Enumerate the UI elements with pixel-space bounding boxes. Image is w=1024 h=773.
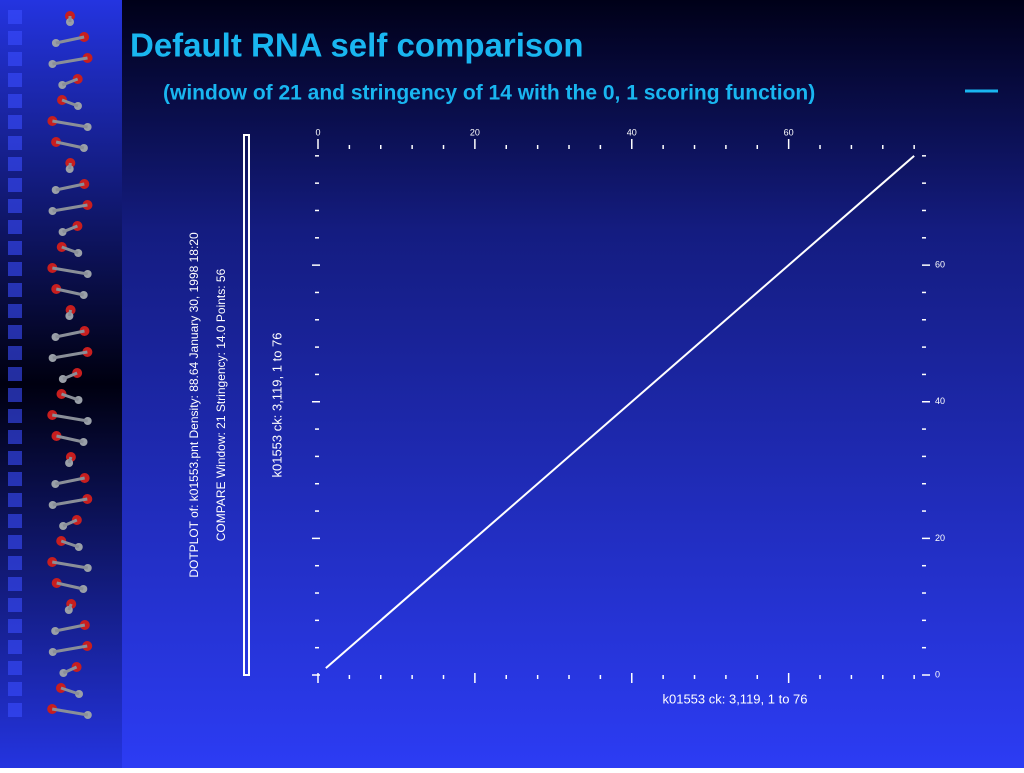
deco-square [8,472,22,486]
deco-square [8,619,22,633]
deco-square [8,577,22,591]
deco-square [8,220,22,234]
helix-bond [67,309,73,317]
deco-square [8,10,22,24]
helix-bond [60,392,80,402]
x-tick-label: 60 [784,127,794,137]
helix-bond [67,603,73,611]
deco-square [8,703,22,717]
helix-bond [56,581,84,591]
helix-bond [52,644,88,654]
deco-square [8,598,22,612]
deco-square [8,31,22,45]
helix-atom [56,389,67,399]
helix-bond [61,245,79,255]
deco-square [8,640,22,654]
deco-square [8,115,22,129]
deco-square [8,178,22,192]
x-tick-label: 40 [627,127,637,137]
helix-bond [55,182,85,192]
deco-square [8,451,22,465]
x-axis-label: k01553 ck: 3,119, 1 to 76 [662,691,807,706]
deco-square [8,367,22,381]
helix-bond [55,140,85,150]
helix-decoration [8,10,93,719]
frame-bar [243,134,250,676]
deco-square [8,157,22,171]
deco-square [8,262,22,276]
deco-square [8,241,22,255]
helix-bond [51,707,89,717]
helix-bond [52,56,88,66]
x-tick-label: 0 [315,127,320,137]
deco-square [8,514,22,528]
deco-square [8,535,22,549]
helix-bond [55,476,85,486]
annotation: DOTPLOT of: k01553.pnt Density: 88.64 Ja… [187,232,201,578]
helix-atom [55,683,66,693]
helix-bond [51,560,89,570]
helix-bond [62,224,78,234]
helix-bond [68,162,72,170]
deco-square [8,346,22,360]
deco-square [8,388,22,402]
x-tick-label: 20 [470,127,480,137]
slide-title: Default RNA self comparison [130,27,584,64]
slide-subtitle: (window of 21 and stringency of 14 with … [163,82,815,105]
helix-bond [62,665,78,675]
deco-square [8,661,22,675]
helix-bond [52,350,88,360]
helix-bond [60,686,80,696]
helix-bond [61,77,79,87]
deco-square [8,136,22,150]
helix-bond [54,623,86,633]
y-tick-label: 0 [935,669,940,679]
helix-bond [52,413,88,423]
helix-bond [62,371,78,381]
helix-bond [52,497,88,507]
helix-bond [55,287,85,297]
annotation: COMPARE Window: 21 Stringency: 14.0 Poin… [214,268,228,541]
helix-bond [62,518,78,528]
deco-square [8,556,22,570]
helix-bond [55,329,85,339]
deco-square [8,409,22,423]
helix-bond [52,266,88,276]
y-tick-label: 40 [935,396,945,406]
helix-bond [61,98,79,108]
helix-atom [48,60,57,68]
deco-square [8,94,22,108]
helix-bond [52,119,88,129]
deco-square [8,304,22,318]
y-tick-label: 20 [935,533,945,543]
deco-square [8,682,22,696]
dotplot-line [325,155,915,669]
y-axis-label: k01553 ck: 3,119, 1 to 76 [269,332,284,477]
deco-square [8,325,22,339]
deco-square [8,283,22,297]
helix-bond [55,35,85,45]
deco-square [8,493,22,507]
helix-bond [67,456,73,464]
helix-bond [56,434,84,444]
deco-square [8,52,22,66]
deco-square [8,430,22,444]
helix-bond [60,539,80,549]
deco-square [8,73,22,87]
helix-bond [52,203,88,213]
deco-square [8,199,22,213]
y-tick-label: 60 [935,260,945,270]
